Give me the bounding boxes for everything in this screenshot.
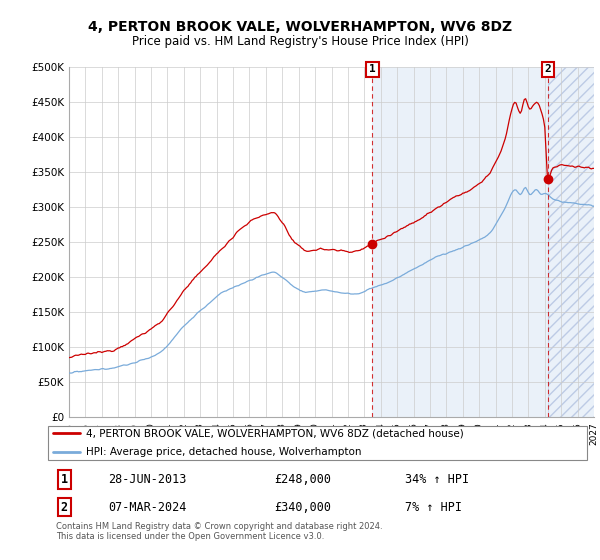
Text: 1: 1 bbox=[61, 473, 68, 486]
Text: 2: 2 bbox=[544, 64, 551, 74]
Text: HPI: Average price, detached house, Wolverhampton: HPI: Average price, detached house, Wolv… bbox=[86, 447, 361, 457]
Text: 4, PERTON BROOK VALE, WOLVERHAMPTON, WV6 8DZ: 4, PERTON BROOK VALE, WOLVERHAMPTON, WV6… bbox=[88, 20, 512, 34]
Text: £248,000: £248,000 bbox=[274, 473, 331, 486]
Text: 1: 1 bbox=[369, 64, 376, 74]
Text: 4, PERTON BROOK VALE, WOLVERHAMPTON, WV6 8DZ (detached house): 4, PERTON BROOK VALE, WOLVERHAMPTON, WV6… bbox=[86, 428, 464, 438]
Text: Contains HM Land Registry data © Crown copyright and database right 2024.
This d: Contains HM Land Registry data © Crown c… bbox=[56, 521, 383, 541]
Text: 7% ↑ HPI: 7% ↑ HPI bbox=[406, 501, 463, 514]
Text: £340,000: £340,000 bbox=[274, 501, 331, 514]
Text: 07-MAR-2024: 07-MAR-2024 bbox=[108, 501, 186, 514]
Text: 2: 2 bbox=[61, 501, 68, 514]
Bar bbox=[373, 67, 594, 417]
Text: 28-JUN-2013: 28-JUN-2013 bbox=[108, 473, 186, 486]
FancyBboxPatch shape bbox=[48, 426, 587, 460]
Text: Price paid vs. HM Land Registry's House Price Index (HPI): Price paid vs. HM Land Registry's House … bbox=[131, 35, 469, 48]
Text: 34% ↑ HPI: 34% ↑ HPI bbox=[406, 473, 469, 486]
